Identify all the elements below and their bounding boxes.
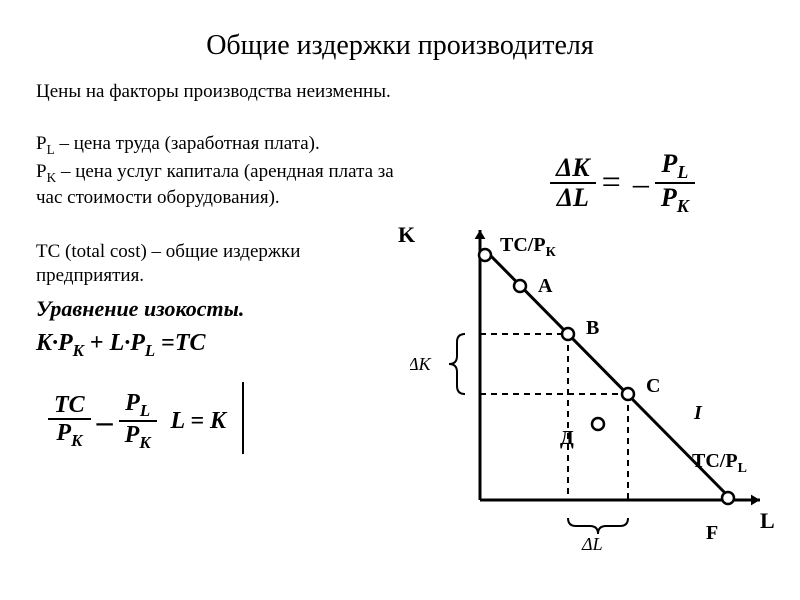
- equation-slope: ΔK ΔL = – PL PK: [550, 150, 695, 216]
- svg-text:A: A: [538, 275, 553, 297]
- negative-op: –: [627, 165, 655, 202]
- label-tc-pl: TC/PL: [692, 450, 747, 477]
- equation-delimiter-bar: [242, 382, 244, 454]
- svg-text:C: C: [646, 375, 660, 397]
- label-tc-pk: TC/PК: [500, 234, 556, 261]
- para-4: TC (total cost) – общие издержки предпри…: [36, 240, 406, 288]
- isocost-chart: ΔK ΔL A B C Д: [410, 220, 780, 560]
- isocost-equation: K·PK + L·PL =TC: [36, 330, 206, 361]
- tail-lk: L = K: [171, 408, 226, 435]
- frac-pl-pk: PL PK: [119, 390, 157, 453]
- equals-op: =: [596, 164, 627, 202]
- equation-solved-for-k: TC PK – PL PK L = K: [48, 390, 226, 453]
- svg-text:B: B: [586, 317, 599, 339]
- frac-tc-pk: TC PK: [48, 392, 91, 451]
- isocost-heading: Уравнение изокосты.: [36, 296, 244, 322]
- axis-label-k: K: [398, 222, 415, 248]
- label-f: F: [706, 522, 718, 545]
- frac-dk-dl: ΔK ΔL: [550, 154, 596, 213]
- svg-text:ΔK: ΔK: [410, 354, 432, 374]
- para-3: PK – цена услуг капитала (арендная плата…: [36, 160, 406, 210]
- page-root: Общие издержки производителя Цены на фак…: [0, 0, 800, 600]
- para-1: Цены на факторы производства неизменны.: [36, 80, 406, 104]
- page-title: Общие издержки производителя: [0, 30, 800, 62]
- label-i: I: [694, 402, 702, 425]
- svg-text:Д: Д: [560, 427, 574, 449]
- axis-label-l: L: [760, 508, 775, 534]
- svg-text:ΔL: ΔL: [581, 534, 603, 554]
- para-2: PL – цена труда (заработная плата).: [36, 132, 406, 158]
- frac-pl-pk-2: PL PK: [655, 150, 695, 216]
- minus-op: –: [91, 403, 119, 440]
